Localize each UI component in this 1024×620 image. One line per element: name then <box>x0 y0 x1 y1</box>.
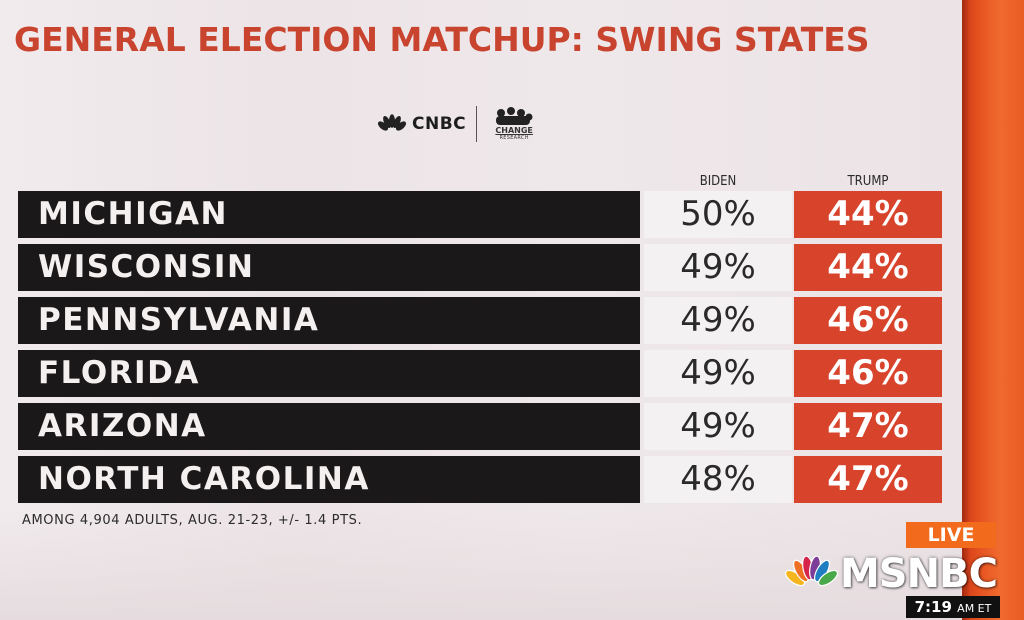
clock-time: 7:19 <box>914 598 952 616</box>
state-label: PENNSYLVANIA <box>18 297 640 344</box>
biden-value: 49% <box>644 297 792 344</box>
biden-value: 49% <box>644 403 792 450</box>
msnbc-bug: MSNBC <box>784 551 998 597</box>
table-row: WISCONSIN 49% 44% <box>18 244 948 291</box>
biden-value: 49% <box>644 350 792 397</box>
state-label: ARIZONA <box>18 403 640 450</box>
trump-value: 47% <box>794 403 942 450</box>
trump-value: 46% <box>794 350 942 397</box>
state-label: NORTH CAROLINA <box>18 456 640 503</box>
trump-value: 44% <box>794 191 942 238</box>
peacock-icon <box>377 114 407 131</box>
change-research-icon <box>496 107 533 125</box>
clock-timezone: AM ET <box>957 602 992 615</box>
table-row: PENNSYLVANIA 49% 46% <box>18 297 948 344</box>
state-label: FLORIDA <box>18 350 640 397</box>
biden-value: 48% <box>644 456 792 503</box>
column-header-trump: TRUMP <box>847 174 889 189</box>
msnbc-wordmark: MSNBC <box>840 551 998 597</box>
cnbc-logo: CNBC <box>376 114 466 134</box>
partner-subtitle: RESEARCH <box>499 135 529 141</box>
state-label: MICHIGAN <box>18 191 640 238</box>
partner-wordmark: CHANGE <box>495 126 533 135</box>
column-header-biden: BIDEN <box>699 174 737 189</box>
poll-footnote: AMONG 4,904 ADULTS, AUG. 21-23, +/- 1.4 … <box>22 513 363 528</box>
table-row: FLORIDA 49% 46% <box>18 350 948 397</box>
table-row: ARIZONA 49% 47% <box>18 403 948 450</box>
trump-value: 44% <box>794 244 942 291</box>
biden-value: 50% <box>644 191 792 238</box>
tv-bezel <box>962 0 1024 620</box>
state-label: WISCONSIN <box>18 244 640 291</box>
cnbc-wordmark: CNBC <box>412 114 467 134</box>
table-row: NORTH CAROLINA 48% 47% <box>18 456 948 503</box>
live-badge: LIVE <box>906 522 996 548</box>
broadcast-clock: 7:19 AM ET <box>906 596 1000 618</box>
table-row: MICHIGAN 50% 44% <box>18 191 948 238</box>
trump-value: 47% <box>794 456 942 503</box>
peacock-icon <box>784 556 838 587</box>
change-research-logo: CHANGE RESEARCH <box>487 107 541 141</box>
chart-title: GENERAL ELECTION MATCHUP: SWING STATES <box>14 20 870 59</box>
logo-divider <box>476 106 478 142</box>
broadcast-screen: GENERAL ELECTION MATCHUP: SWING STATES C… <box>0 0 962 620</box>
trump-value: 46% <box>794 297 942 344</box>
results-table: MICHIGAN 50% 44% WISCONSIN 49% 44% PENNS… <box>18 191 948 509</box>
biden-value: 49% <box>644 244 792 291</box>
sponsor-logos: CNBC CHANGE RESEARCH <box>376 104 541 144</box>
